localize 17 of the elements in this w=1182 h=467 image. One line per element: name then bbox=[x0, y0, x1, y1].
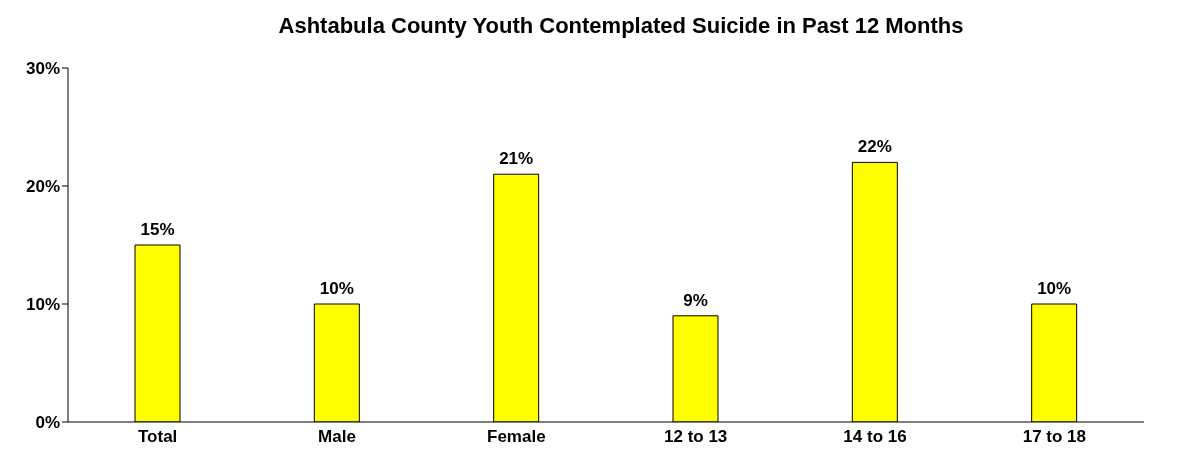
data-label: 21% bbox=[499, 149, 534, 169]
data-label: 10% bbox=[319, 279, 354, 298]
x-tick-label: Male bbox=[318, 427, 356, 447]
x-tick-label: 14 to 16 bbox=[843, 427, 907, 447]
y-tick-label: 20% bbox=[25, 177, 60, 197]
chart-title: Ashtabula County Youth Contemplated Suicide in Past 12 Months bbox=[277, 12, 965, 40]
data-label: 10% bbox=[1037, 279, 1072, 298]
data-label: 22% bbox=[857, 137, 892, 157]
x-tick-label: Female bbox=[487, 427, 546, 447]
x-tick-label: 17 to 18 bbox=[1022, 427, 1086, 447]
y-tick-label: 30% bbox=[25, 59, 60, 79]
y-tick-label: 0% bbox=[35, 413, 60, 433]
x-tick-label: Total bbox=[137, 427, 178, 447]
data-label: 15% bbox=[140, 220, 175, 239]
data-label: 9% bbox=[683, 290, 708, 310]
y-tick-label: 10% bbox=[25, 295, 60, 315]
x-tick-label: 12 to 13 bbox=[664, 427, 728, 447]
